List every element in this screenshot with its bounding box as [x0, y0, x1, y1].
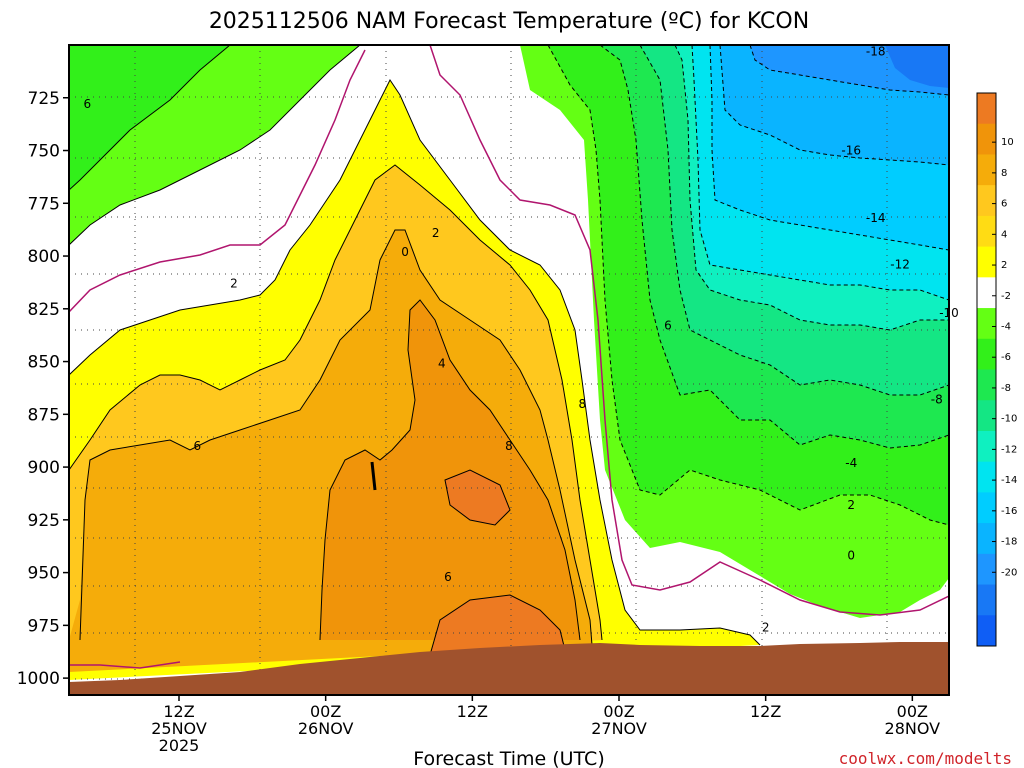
contour-label: 6	[84, 97, 92, 111]
colorbar-label: 4	[1001, 229, 1007, 240]
contour-label: 4	[438, 357, 446, 371]
y-tick-label: 875	[28, 405, 60, 425]
contour-label: -8	[931, 393, 943, 407]
colorbar-swatch	[977, 246, 996, 278]
colorbar-label: 8	[1001, 168, 1007, 179]
fill-plus-10-small	[445, 470, 510, 525]
colorbar-label: 2	[1001, 260, 1007, 271]
gridlines	[69, 45, 949, 695]
x-tick-label: 12Z	[457, 702, 488, 721]
x-tick-label: 25NOV	[151, 719, 207, 738]
colorbar-label: -14	[1001, 475, 1017, 486]
plot-area	[69, 45, 949, 695]
x-tick-label: 12Z	[163, 702, 194, 721]
x-tick-label: 12Z	[750, 702, 781, 721]
contour-label: 0	[401, 245, 409, 259]
contour-label: 2	[847, 498, 855, 512]
contour-label: -4	[845, 456, 857, 470]
chart-title: 2025112506 NAM Forecast Temperature (ºC)…	[209, 9, 809, 34]
colorbar-swatch	[977, 553, 996, 586]
plot-frame	[68, 44, 950, 696]
colorbar-swatch	[977, 492, 996, 524]
y-tick-label: 775	[28, 194, 60, 214]
y-tick-label: 725	[28, 89, 60, 109]
contour-lines	[69, 45, 761, 656]
contour-label: 8	[579, 397, 587, 411]
fill-plus-8	[320, 300, 580, 640]
contour-label: -12	[890, 257, 910, 271]
contour-label: -16	[841, 144, 861, 158]
colorbar-swatch	[977, 185, 996, 217]
colorbar-label: -6	[1001, 352, 1011, 363]
fill-minus-20	[885, 45, 949, 88]
fill-left-minus-4	[69, 45, 230, 190]
contour-label: 8	[505, 439, 513, 453]
x-tick-label: 00Z	[897, 702, 928, 721]
y-tick-label: 800	[28, 247, 60, 267]
colorbar-swatch	[977, 338, 996, 370]
ground-surface	[69, 642, 949, 695]
contour-label: 6	[194, 439, 202, 453]
colorbar-swatch	[977, 215, 996, 248]
y-axis: 725 750 775 800 825 850 875 900 925 950 975 1000	[17, 89, 69, 689]
colorbar-label: -12	[1001, 444, 1017, 455]
colorbar-frame	[976, 92, 997, 647]
dashed-contours	[547, 45, 949, 526]
colorbar-swatch	[977, 277, 996, 309]
colorbar-label: -20	[1001, 567, 1017, 578]
x-tick-label: 00Z	[603, 702, 634, 721]
contour-label: 6	[444, 570, 452, 584]
colorbar-label: -10	[1001, 414, 1017, 425]
y-tick-label: 1000	[17, 669, 60, 689]
colorbar-label: -4	[1001, 321, 1011, 332]
contour-label: 2	[762, 620, 770, 634]
y-tick-label: 975	[28, 616, 60, 636]
x-axis-label: Forecast Time (UTC)	[413, 748, 604, 768]
contour-label: 0	[847, 549, 855, 563]
contour-label: 6	[664, 319, 672, 333]
credit-text[interactable]: coolwx.com/modelts	[839, 749, 1012, 768]
contour-label: 2	[432, 226, 440, 240]
contour-labels: 6 2 0 2 4 6 8 6 8 6 2 -18 -16 -14 -12 -10 -8 -4 2 0	[84, 44, 959, 634]
colorbar-swatch	[977, 584, 996, 616]
y-tick-label: 850	[28, 353, 60, 373]
colorbar-label: -18	[1001, 537, 1017, 548]
zero-contours	[69, 45, 949, 669]
x-tick-label: 2025	[159, 736, 200, 755]
colorbar-swatch	[977, 615, 996, 647]
colorbar-swatch	[977, 123, 996, 155]
x-tick-label: 27NOV	[591, 719, 647, 738]
y-tick-label: 900	[28, 458, 60, 478]
y-tick-label: 950	[28, 564, 60, 584]
x-tick-label: 26NOV	[298, 719, 354, 738]
colorbar-label: 6	[1001, 199, 1007, 210]
y-tick-label: 925	[28, 511, 60, 531]
colorbar-swatch	[977, 93, 996, 125]
colorbar-label: -2	[1001, 291, 1011, 302]
colorbar-label: 10	[1001, 137, 1014, 148]
y-tick-label: 825	[28, 300, 60, 320]
fill-plus-10	[430, 595, 565, 655]
colorbar-swatch	[977, 308, 996, 340]
x-tick-label: 00Z	[310, 702, 341, 721]
colorbar-swatch	[977, 461, 996, 493]
x-tick-label: 28NOV	[885, 719, 941, 738]
contour-label: -10	[939, 306, 959, 320]
colorbar-swatch	[977, 430, 996, 463]
colorbar-label: -8	[1001, 383, 1011, 394]
colorbar: 10 8 6 4 2 -2 -4 -6 -8 -10 -12 -14 -16 -18 -20	[976, 92, 1017, 647]
colorbar-swatch	[977, 523, 996, 555]
contour-label: -18	[866, 44, 886, 58]
contour-label: -14	[866, 211, 886, 225]
y-tick-label: 750	[28, 142, 60, 162]
colorbar-swatch	[977, 369, 996, 401]
colorbar-swatch	[977, 400, 996, 432]
contour-label: 2	[230, 276, 238, 290]
colorbar-label: -16	[1001, 506, 1017, 517]
colorbar-swatch	[977, 154, 996, 186]
